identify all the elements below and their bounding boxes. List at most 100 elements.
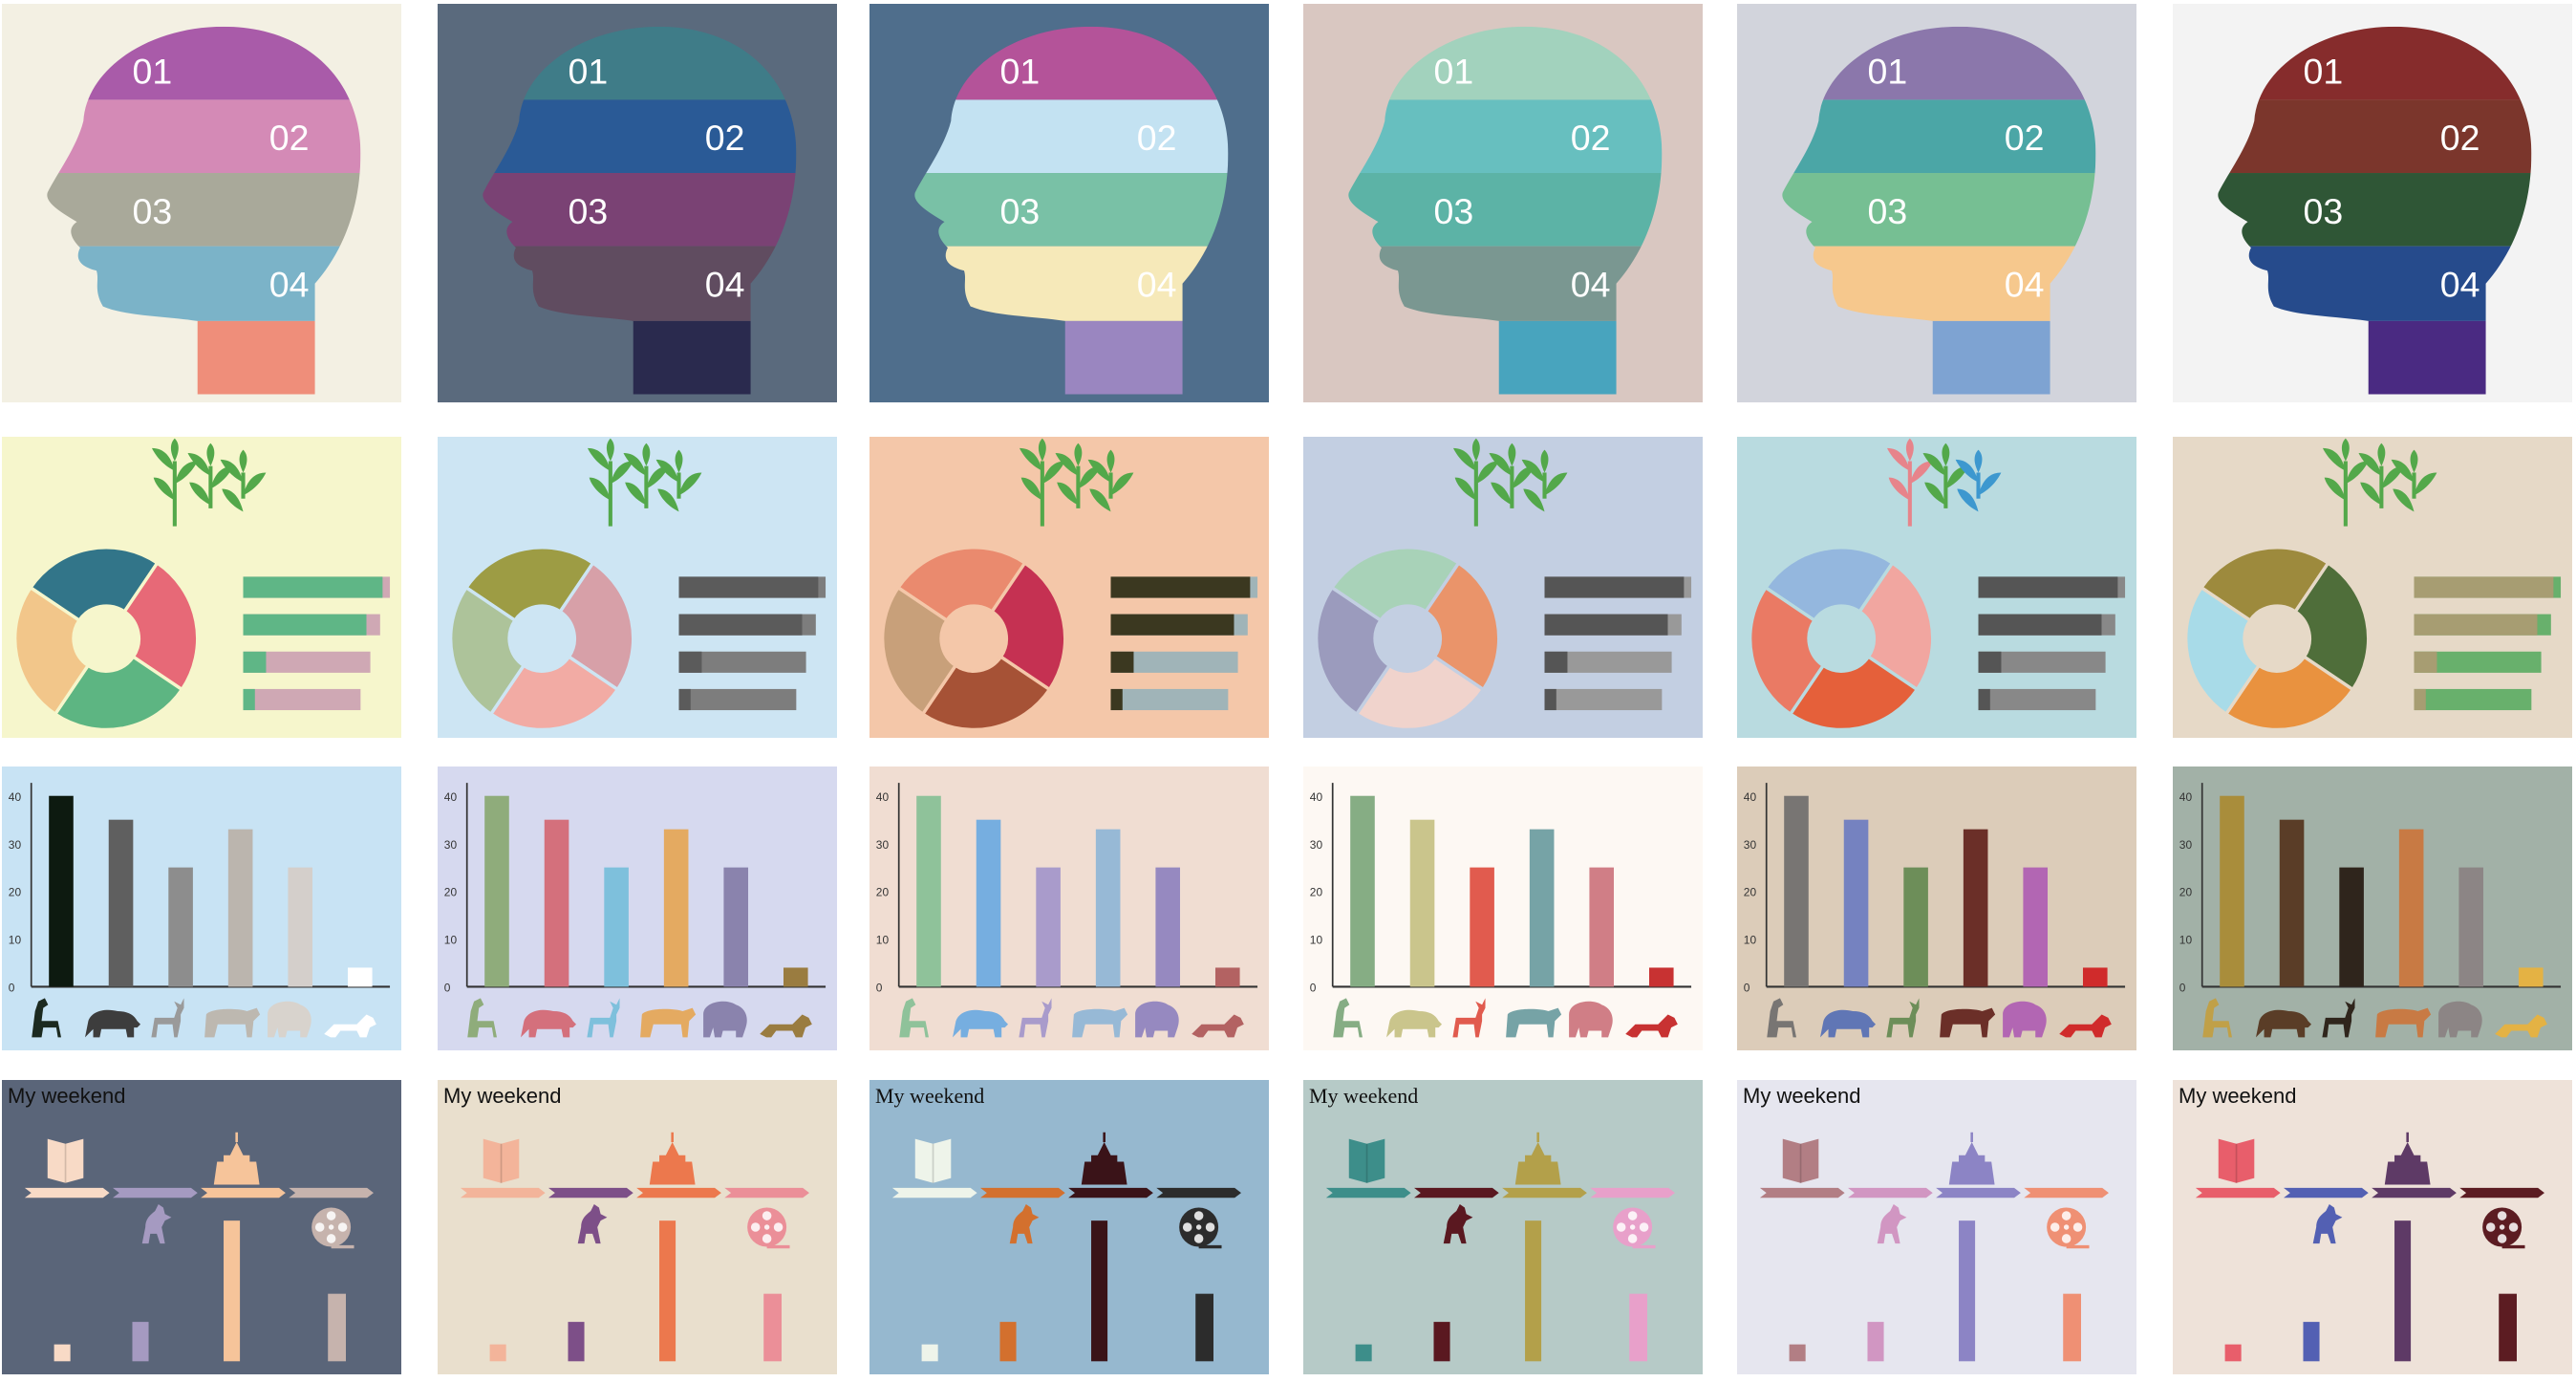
progress-bar-3 bbox=[678, 651, 702, 673]
elephant-icon bbox=[703, 1001, 747, 1038]
cow-icon bbox=[1506, 1007, 1562, 1038]
progress-bar-1 bbox=[1110, 576, 1251, 598]
animal-bar-chart-2: 0 10 20 30 40 bbox=[438, 767, 837, 1050]
bar-4 bbox=[663, 829, 689, 987]
head-label-03: 03 bbox=[568, 191, 608, 231]
donut-segment-3 bbox=[2223, 654, 2355, 732]
donut-segment-2 bbox=[1857, 560, 1935, 692]
dog-icon bbox=[577, 1204, 608, 1244]
animal-icons bbox=[1767, 998, 2112, 1038]
head-label-04: 04 bbox=[1137, 264, 1177, 304]
head-label-03: 03 bbox=[1433, 191, 1473, 231]
elephant-icon bbox=[2003, 1001, 2047, 1038]
donut-segment-1 bbox=[28, 546, 160, 623]
donut-ring bbox=[12, 546, 200, 732]
castle-icon bbox=[1948, 1142, 1995, 1185]
donut-segment-4 bbox=[12, 585, 91, 717]
head-band-5 bbox=[1348, 320, 1663, 395]
activity-bar-1 bbox=[54, 1344, 71, 1362]
donut-segment-4 bbox=[448, 585, 526, 717]
deer-icon bbox=[587, 998, 620, 1038]
progress-bar-4 bbox=[243, 688, 255, 711]
head-band-3 bbox=[1782, 173, 2096, 247]
head-band-3 bbox=[483, 173, 797, 247]
head-band-1 bbox=[2218, 26, 2532, 100]
cow-icon bbox=[204, 1007, 261, 1038]
bar-4 bbox=[2398, 829, 2424, 987]
donut-infographic-6 bbox=[2173, 437, 2572, 738]
progress-bar-2 bbox=[1978, 614, 2102, 636]
bar-2 bbox=[1409, 819, 1435, 987]
head-infographic-1: 01 02 03 04 bbox=[2, 4, 401, 402]
bar-1 bbox=[916, 795, 941, 987]
bar-3 bbox=[1036, 867, 1061, 987]
cow-icon bbox=[1072, 1007, 1128, 1038]
weekend-infographic-3: My weekend bbox=[869, 1080, 1269, 1374]
bear-icon bbox=[953, 1009, 1009, 1038]
donut-segment-3 bbox=[920, 654, 1052, 732]
progress-bar-2 bbox=[1544, 614, 1668, 636]
weekend-infographic-4: My weekend bbox=[1303, 1080, 1703, 1374]
donut-segment-1 bbox=[1763, 546, 1895, 623]
bar-3 bbox=[1470, 867, 1494, 987]
progress-bar-2 bbox=[243, 614, 367, 636]
head-label-02: 02 bbox=[1571, 118, 1611, 158]
head-band-3 bbox=[1348, 173, 1663, 247]
donut-infographic-5 bbox=[1737, 437, 2136, 738]
head-band-2 bbox=[1782, 99, 2096, 174]
head-label-03: 03 bbox=[1867, 191, 1907, 231]
head-label-04: 04 bbox=[2440, 264, 2480, 304]
y-tick-label: 20 bbox=[9, 886, 22, 899]
animal-icons bbox=[467, 998, 812, 1038]
bar-1 bbox=[49, 795, 74, 987]
bar-5 bbox=[1589, 867, 1615, 987]
activity-bar-2 bbox=[1433, 1322, 1450, 1362]
donut-segment-3 bbox=[1788, 654, 1920, 732]
donut-segment-2 bbox=[1423, 560, 1501, 692]
sprout-icon bbox=[151, 438, 267, 527]
deer-icon bbox=[1452, 998, 1486, 1038]
head-label-01: 01 bbox=[1433, 51, 1473, 91]
activity-icons bbox=[1348, 1132, 1656, 1249]
activity-icons bbox=[47, 1132, 354, 1249]
bar-5 bbox=[1155, 867, 1181, 987]
progress-bar-1 bbox=[243, 576, 383, 598]
progress-bar-4 bbox=[2414, 688, 2426, 711]
y-tick-label: 20 bbox=[1744, 886, 1757, 899]
head-label-03: 03 bbox=[2303, 191, 2343, 231]
bar-5 bbox=[288, 867, 313, 987]
head-infographic-3: 01 02 03 04 bbox=[869, 4, 1269, 402]
head-band-2 bbox=[1348, 99, 1663, 174]
bar-4 bbox=[227, 829, 253, 987]
head-band-5 bbox=[2218, 320, 2532, 395]
head-label-03: 03 bbox=[999, 191, 1040, 231]
progress-bar-3 bbox=[2414, 651, 2437, 673]
activity-bar-2 bbox=[1867, 1322, 1884, 1362]
bar-6 bbox=[2082, 967, 2108, 987]
head-infographic-2: 01 02 03 04 bbox=[438, 4, 837, 402]
bar-4 bbox=[1529, 829, 1555, 987]
donut-segment-3 bbox=[1354, 654, 1486, 732]
activity-icons bbox=[483, 1132, 790, 1249]
progress-bar-4 bbox=[1110, 688, 1123, 711]
activity-bar-3 bbox=[1525, 1220, 1542, 1362]
activity-bar-4 bbox=[1629, 1293, 1647, 1362]
donut-segment-2 bbox=[2292, 560, 2371, 692]
bar-2 bbox=[1843, 819, 1869, 987]
bar-1 bbox=[484, 795, 509, 987]
bar-5 bbox=[2458, 867, 2484, 987]
weekend-infographics-row: My weekend My weekend My weekend My weekend… bbox=[0, 1076, 2576, 1376]
y-tick-label: 10 bbox=[444, 934, 458, 947]
bar-3 bbox=[1903, 867, 1928, 987]
head-band-3 bbox=[47, 173, 361, 247]
donut-segment-4 bbox=[880, 585, 958, 717]
deer-icon bbox=[2322, 998, 2355, 1038]
donut-infographic-3 bbox=[869, 437, 1269, 738]
head-band-5 bbox=[483, 320, 797, 395]
activity-bar-2 bbox=[2303, 1322, 2320, 1362]
progress-bars bbox=[1544, 576, 1692, 711]
weekend-title: My weekend bbox=[443, 1084, 562, 1108]
progress-bars bbox=[1110, 576, 1258, 711]
dog-icon bbox=[2312, 1204, 2343, 1244]
activity-bar-3 bbox=[224, 1220, 241, 1362]
